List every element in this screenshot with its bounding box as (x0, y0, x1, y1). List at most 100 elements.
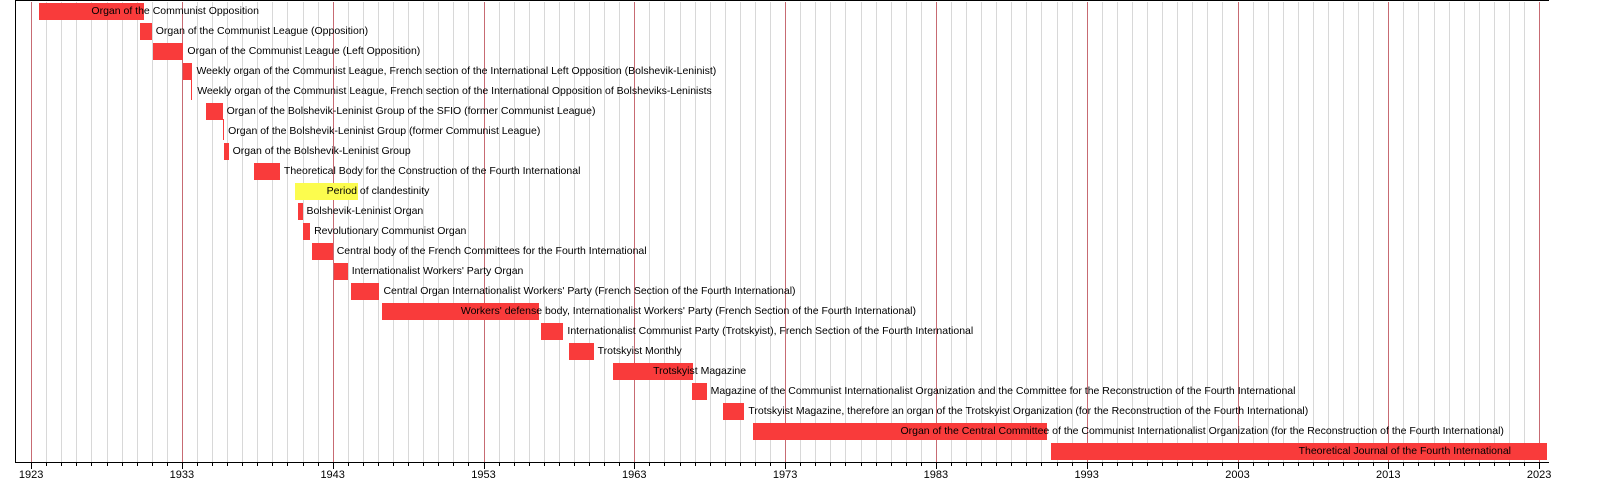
timeline-bar (183, 63, 193, 80)
year-gridline (1252, 2, 1254, 462)
timeline-bar (311, 243, 333, 260)
axis-tick-label: 2013 (1376, 469, 1401, 481)
year-gridline (950, 2, 952, 462)
minor-tick (1267, 463, 1269, 466)
year-gridline (890, 2, 892, 462)
year-gridline (815, 2, 817, 462)
year-gridline (468, 2, 470, 462)
minor-tick (1312, 463, 1314, 466)
minor-tick (905, 463, 907, 466)
axis-tick-label: 2003 (1225, 469, 1250, 481)
year-gridline (664, 2, 666, 462)
year-gridline (1056, 2, 1058, 462)
year-gridline (1418, 2, 1420, 462)
timeline-bar-label: Period of clandestinity (326, 185, 430, 197)
timeline-bar-label: Workers' defense body, Internationalist … (460, 305, 917, 317)
minor-tick (966, 463, 968, 466)
minor-tick (981, 463, 983, 466)
minor-tick (558, 463, 560, 466)
year-gridline (1297, 2, 1299, 462)
timeline-bar (139, 23, 152, 40)
year-gridline (694, 2, 696, 462)
year-gridline (1493, 2, 1495, 462)
year-gridline (61, 2, 63, 462)
year-gridline (272, 2, 274, 462)
year-gridline (996, 2, 998, 462)
decade-gridline (31, 2, 33, 462)
timeline-bar (350, 283, 380, 300)
decade-gridline (785, 2, 787, 462)
timeline-bar-label: Organ of the Bolshevik-Leninist Group of… (226, 105, 596, 117)
minor-tick (1192, 463, 1194, 466)
minor-tick (996, 463, 998, 466)
year-gridline (1131, 2, 1133, 462)
year-gridline (604, 2, 606, 462)
major-tick (181, 463, 183, 469)
decade-gridline (181, 2, 183, 462)
timeline-bar (222, 119, 225, 140)
year-gridline (121, 2, 123, 462)
timeline-bar-label: Trotskyist Monthly (597, 345, 682, 357)
minor-tick (649, 463, 651, 466)
minor-tick (347, 463, 349, 466)
year-gridline (589, 2, 591, 462)
year-gridline (754, 2, 756, 462)
minor-tick (408, 463, 410, 466)
minor-tick (76, 463, 78, 466)
timeline-bar (613, 363, 694, 380)
year-gridline (739, 2, 741, 462)
minor-tick (1026, 463, 1028, 466)
minor-tick (106, 463, 108, 466)
major-tick (332, 463, 334, 469)
year-gridline (1101, 2, 1103, 462)
year-gridline (1071, 2, 1073, 462)
year-gridline (76, 2, 78, 462)
minor-tick (1056, 463, 1058, 466)
year-gridline (1026, 2, 1028, 462)
timeline-bar-clandestinity (295, 183, 359, 200)
minor-tick (1433, 463, 1435, 466)
minor-tick (724, 463, 726, 466)
year-gridline (377, 2, 379, 462)
year-gridline (709, 2, 711, 462)
year-gridline (1041, 2, 1043, 462)
year-gridline (1508, 2, 1510, 462)
year-gridline (317, 2, 319, 462)
minor-tick (1252, 463, 1254, 466)
year-gridline (920, 2, 922, 462)
minor-tick (800, 463, 802, 466)
major-tick (634, 463, 636, 469)
minor-tick (694, 463, 696, 466)
decade-gridline (1086, 2, 1088, 462)
major-tick (935, 463, 937, 469)
minor-tick (845, 463, 847, 466)
minor-tick (1478, 463, 1480, 466)
year-gridline (966, 2, 968, 462)
year-gridline (257, 2, 259, 462)
year-gridline (362, 2, 364, 462)
axis-tick-label: 1923 (18, 469, 44, 481)
minor-tick (1524, 463, 1526, 466)
year-gridline (875, 2, 877, 462)
year-gridline (106, 2, 108, 462)
minor-tick (770, 463, 772, 466)
minor-tick (1011, 463, 1013, 466)
year-gridline (649, 2, 651, 462)
year-gridline (438, 2, 440, 462)
timeline-bar (382, 303, 540, 320)
timeline-bar-label: Organ of the Central Committee of the Co… (900, 425, 1504, 437)
year-gridline (151, 2, 153, 462)
year-gridline (830, 2, 832, 462)
year-gridline (1147, 2, 1149, 462)
timeline-bar (691, 383, 707, 400)
year-gridline (845, 2, 847, 462)
year-gridline (1373, 2, 1375, 462)
decade-gridline (1388, 2, 1390, 462)
year-gridline (558, 2, 560, 462)
year-gridline (1011, 2, 1013, 462)
major-tick (1539, 463, 1541, 469)
minor-tick (1358, 463, 1360, 466)
minor-tick (1448, 463, 1450, 466)
timeline-bar (1050, 443, 1547, 460)
